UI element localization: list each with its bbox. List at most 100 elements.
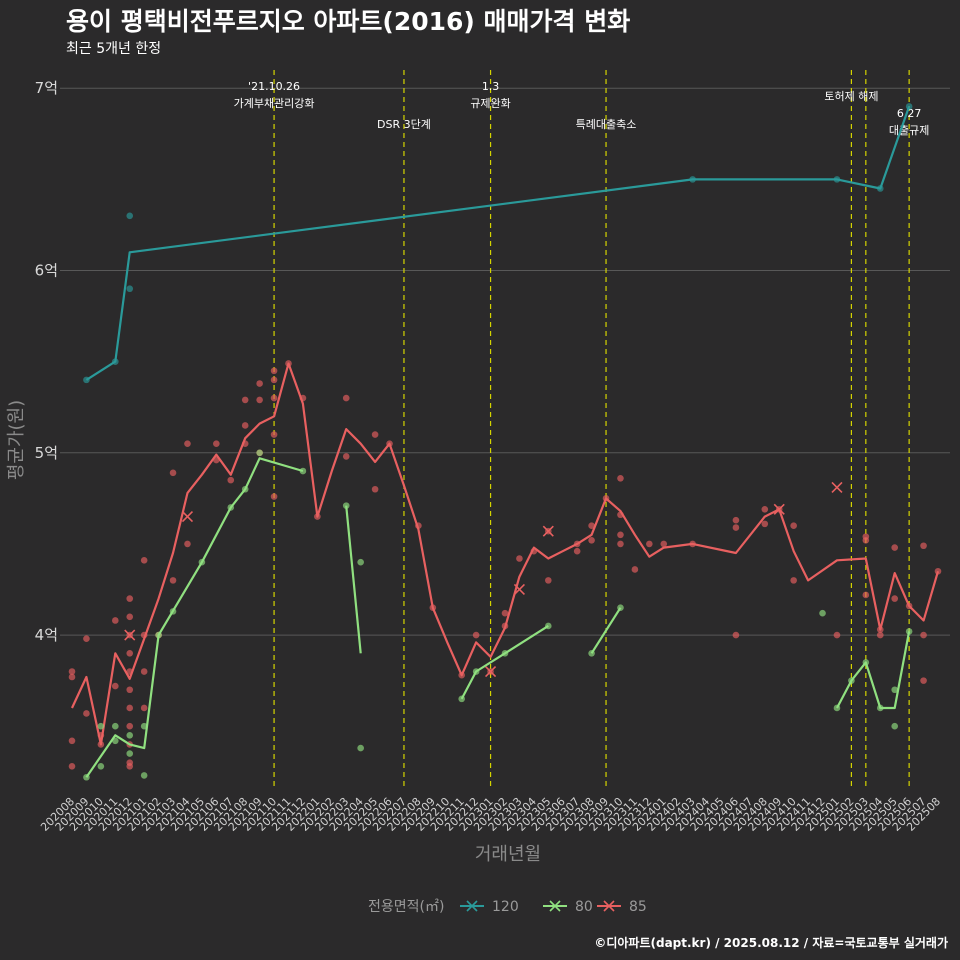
data-point-120 — [126, 212, 134, 220]
data-point-85 — [588, 536, 595, 544]
data-point-80 — [819, 609, 826, 617]
data-point-85 — [270, 367, 278, 375]
data-point-85 — [891, 595, 898, 602]
y-tick-label: 5억 — [35, 444, 58, 462]
data-point-85 — [920, 677, 927, 684]
legend-label-80: 80 — [575, 899, 593, 915]
series-line-80 — [85, 457, 304, 778]
data-point-85 — [169, 469, 177, 477]
data-point-85 — [342, 394, 350, 402]
data-point-85 — [761, 520, 769, 528]
data-point-80 — [140, 772, 148, 779]
event-label: 가계부채관리강화 — [234, 97, 315, 110]
y-tick-label: 6억 — [35, 262, 58, 280]
data-point-85 — [126, 722, 134, 730]
series-80 — [83, 449, 913, 781]
data-point-85 — [270, 493, 278, 500]
data-point-85 — [112, 682, 119, 690]
data-point-85 — [68, 737, 76, 745]
data-point-85 — [83, 635, 90, 643]
data-point-85 — [862, 533, 870, 540]
data-point-85 — [876, 631, 884, 639]
cross-marker-85 — [513, 583, 525, 596]
cross-marker-85 — [485, 665, 497, 678]
legend-cross-80 — [549, 900, 561, 912]
data-point-80 — [357, 744, 364, 752]
data-point-85 — [126, 686, 134, 694]
data-point-85 — [646, 540, 653, 548]
cross-marker-85 — [773, 503, 785, 515]
data-point-85 — [169, 577, 177, 584]
event-label: 규제완화 — [470, 97, 510, 110]
data-point-85 — [617, 475, 624, 482]
data-point-85 — [241, 422, 249, 429]
data-point-85 — [270, 394, 278, 402]
data-point-85 — [660, 540, 668, 548]
y-tick-label: 7억 — [35, 79, 58, 97]
data-point-85 — [891, 544, 898, 551]
x-axis-label: 거래년월 — [475, 844, 541, 865]
data-point-80 — [891, 686, 898, 694]
source-caption: ©디아파트(dapt.kr) / 2025.08.12 / 자료=국토교통부 실… — [594, 935, 948, 950]
data-point-120 — [126, 285, 134, 293]
series-line-80 — [590, 607, 622, 654]
data-point-85 — [732, 631, 740, 639]
data-point-85 — [140, 704, 148, 712]
legend-label-85: 85 — [629, 899, 647, 915]
data-point-85 — [227, 476, 235, 484]
cross-marker-85 — [181, 511, 194, 523]
data-point-85 — [732, 524, 740, 531]
legend-cross-85 — [603, 900, 615, 912]
data-point-85 — [790, 577, 797, 584]
data-point-85 — [472, 631, 480, 639]
event-label: 대출규제 — [889, 124, 929, 137]
data-point-85 — [833, 631, 841, 639]
data-point-80 — [256, 449, 263, 457]
data-point-85 — [68, 668, 76, 675]
data-point-85 — [140, 668, 148, 675]
data-point-85 — [371, 431, 379, 438]
data-point-80 — [891, 722, 898, 730]
data-point-80 — [126, 750, 134, 757]
data-point-80 — [112, 722, 119, 730]
data-point-85 — [732, 516, 740, 524]
grid-layer: 4억 5억 6억 7억 — [35, 79, 950, 644]
x-tick-labels: 2020082020092020102020112020122021012021… — [38, 795, 943, 834]
data-point-85 — [588, 522, 595, 529]
data-point-85 — [617, 531, 624, 539]
data-point-85 — [862, 591, 870, 599]
data-point-85 — [573, 547, 581, 555]
series-layer — [68, 103, 942, 781]
data-point-85 — [68, 763, 76, 770]
legend-items: 120 80 85 — [460, 899, 647, 915]
y-tick-label: 4억 — [35, 626, 58, 644]
data-point-80 — [357, 558, 364, 566]
legend-title: 전용면적(㎡) — [368, 899, 444, 915]
data-point-85 — [126, 613, 134, 621]
data-point-85 — [545, 577, 552, 584]
series-85 — [68, 360, 942, 770]
chart-title: 용이 평택비전푸르지오 아파트(2016) 매매가격 변화 — [66, 7, 630, 36]
data-point-85 — [270, 431, 278, 438]
cross-marker-85 — [831, 481, 843, 493]
data-point-85 — [68, 673, 76, 681]
data-point-85 — [761, 505, 769, 513]
event-label: 6.27 — [897, 107, 922, 120]
data-point-85 — [516, 555, 523, 562]
cross-marker-85 — [542, 525, 554, 537]
data-point-85 — [934, 567, 942, 575]
series-120 — [83, 103, 913, 384]
data-point-85 — [126, 649, 134, 657]
data-point-85 — [184, 540, 191, 548]
data-point-80 — [97, 722, 105, 730]
legend-label-120: 120 — [492, 899, 519, 915]
event-label: '21.10.26 — [248, 80, 300, 93]
data-point-85 — [126, 595, 134, 602]
data-point-85 — [256, 380, 263, 387]
event-label: 토허제 해제 — [824, 89, 878, 103]
data-point-85 — [617, 540, 624, 548]
data-point-85 — [213, 440, 220, 447]
